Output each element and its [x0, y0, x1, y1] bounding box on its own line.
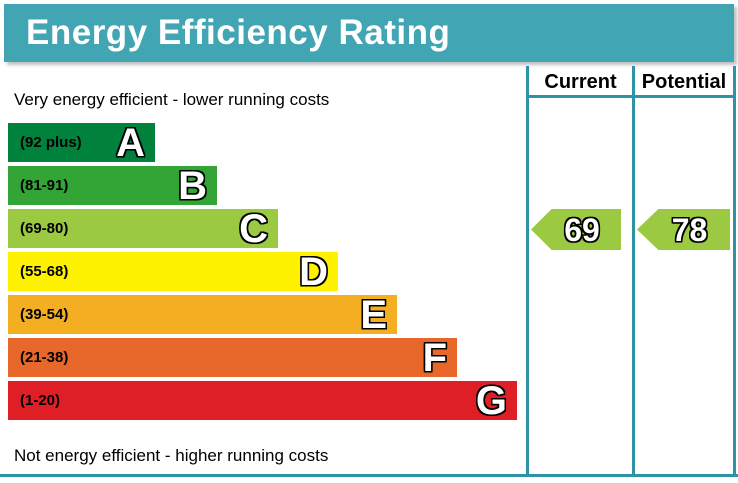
potential-rating-value: 78 [671, 211, 708, 248]
band-letter: E [360, 292, 387, 337]
band-range-label: (81-91) [20, 177, 69, 194]
band-row-d: (55-68) D [8, 249, 338, 294]
band-range-label: (92 plus) [20, 134, 82, 151]
band-range-label: (1-20) [20, 392, 61, 409]
band-letter: C [239, 206, 268, 251]
bottom-note: Not energy efficient - higher running co… [14, 446, 329, 465]
band-range-label: (39-54) [20, 306, 69, 323]
band-row-f: (21-38) F [8, 335, 457, 380]
chart-title: Energy Efficiency Rating [26, 13, 451, 52]
top-note: Very energy efficient - lower running co… [14, 90, 330, 109]
band-range-label: (21-38) [20, 349, 69, 366]
band-letter: G [475, 378, 507, 423]
table-divider-right [733, 66, 736, 474]
band-row-g: (1-20) G [8, 378, 517, 423]
band-letter: D [299, 249, 328, 294]
current-rating-value: 69 [564, 211, 600, 248]
band-range-label: (69-80) [20, 220, 69, 237]
band-range-label: (55-68) [20, 263, 69, 280]
band-letter: A [116, 120, 145, 165]
band-letter: B [178, 163, 207, 208]
potential-rating-arrow: 78 [637, 209, 730, 250]
band-row-c: (69-80) C [8, 206, 278, 251]
band-row-b: (81-91) B [8, 163, 217, 208]
table-divider-middle [632, 66, 635, 474]
table-header-underline [526, 95, 736, 98]
current-column-header: Current [544, 71, 617, 93]
band-row-a: (92 plus) A [8, 120, 155, 165]
potential-column-header: Potential [641, 71, 727, 93]
current-rating-arrow: 69 [531, 209, 621, 250]
band-letter: F [422, 335, 447, 380]
band-row-e: (39-54) E [8, 292, 397, 337]
chart-bottom-border [0, 474, 738, 477]
table-divider-left [526, 66, 529, 474]
chart-title-bar: Energy Efficiency Rating [4, 4, 734, 62]
